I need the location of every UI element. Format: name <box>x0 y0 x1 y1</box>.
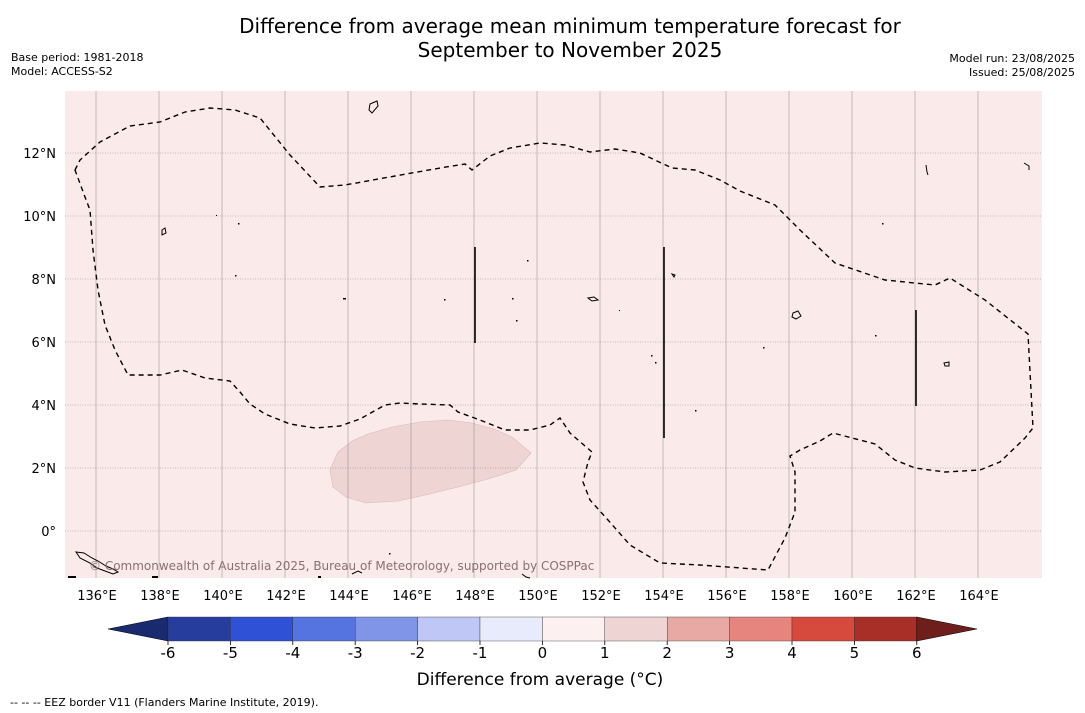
colorbar-bin <box>479 616 543 642</box>
model-name: Model: ACCESS-S2 <box>11 65 113 78</box>
longitude-label: 154°E <box>644 589 684 604</box>
run-info: Model run: 23/08/2025 Issued: 25/08/2025 <box>949 52 1075 80</box>
colorbar-bin <box>230 616 293 642</box>
colorbar-under-arrow <box>107 616 169 642</box>
island-dots <box>68 215 884 578</box>
longitude-label: 150°E <box>518 589 558 604</box>
longitude-label: 158°E <box>770 589 810 604</box>
longitude-label: 146°E <box>392 589 432 604</box>
latitude-label: 10°N <box>23 210 56 225</box>
latitude-label: 12°N <box>23 147 56 162</box>
longitude-label: 156°E <box>707 589 747 604</box>
colorbar-bin <box>417 616 481 642</box>
colorbar-tick-label: -2 <box>410 644 425 662</box>
title-line-2: September to November 2025 <box>417 38 723 62</box>
colorbar-bin <box>542 616 606 642</box>
longitude-labels: 136°E 138°E 140°E 142°E 144°E 146°E 148°E 150°E… <box>77 589 999 604</box>
colorbar <box>107 616 978 642</box>
islands <box>74 100 1030 579</box>
latitude-labels: 12°N 10°N 8°N 6°N 4°N 2°N 0° <box>23 147 56 540</box>
base-period: Base period: 1981-2018 <box>11 51 144 64</box>
colorbar-tick-label: -6 <box>161 644 176 662</box>
colorbar-tick-label: -1 <box>473 644 488 662</box>
colorbar-bin <box>355 616 418 642</box>
model-run-date: Model run: 23/08/2025 <box>949 52 1075 65</box>
colorbar-bin <box>167 616 231 642</box>
longitude-label: 140°E <box>203 589 243 604</box>
latitude-label: 8°N <box>32 273 57 288</box>
colorbar-tick-label: 5 <box>850 644 860 662</box>
longitude-label: 160°E <box>833 589 873 604</box>
colorbar-tick-label: 2 <box>662 644 672 662</box>
boundary-segments <box>474 247 917 438</box>
longitude-label: 152°E <box>581 589 621 604</box>
colorbar-tick-label: 3 <box>725 644 735 662</box>
map-panel <box>65 91 1042 578</box>
colorbar-bin <box>791 616 855 642</box>
latitude-label: 0° <box>41 525 56 540</box>
longitude-label: 142°E <box>266 589 306 604</box>
colorbar-tick-label: -3 <box>348 644 363 662</box>
graticule <box>65 91 1042 578</box>
latitude-label: 2°N <box>32 462 57 477</box>
colorbar-tick-label: -5 <box>223 644 238 662</box>
colorbar-bin <box>604 616 668 642</box>
eez-legend-note: -- -- -- EEZ border V11 (Flanders Marine… <box>10 696 319 709</box>
longitude-label: 136°E <box>77 589 117 604</box>
colorbar-bin <box>854 616 918 642</box>
colorbar-tick-labels: -6 -5 -4 -3 -2 -1 0 1 2 3 4 5 6 <box>161 641 922 662</box>
colorbar-bin <box>729 616 793 642</box>
colorbar-bin <box>292 616 356 642</box>
colorbar-tick-label: -4 <box>285 644 300 662</box>
longitude-label: 138°E <box>140 589 180 604</box>
longitude-label: 162°E <box>896 589 936 604</box>
colorbar-title: Difference from average (°C) <box>416 670 664 690</box>
issued-date: Issued: 25/08/2025 <box>968 66 1075 79</box>
colorbar-tick-label: 6 <box>912 644 922 662</box>
latitude-label: 4°N <box>32 399 57 414</box>
colorbar-over-arrow <box>916 616 978 642</box>
model-info: Base period: 1981-2018 Model: ACCESS-S2 <box>11 51 143 79</box>
colorbar-tick-label: 0 <box>538 644 548 662</box>
longitude-label: 164°E <box>959 589 999 604</box>
latitude-label: 6°N <box>32 336 57 351</box>
eez-border <box>74 107 1034 571</box>
colorbar-tick-label: 4 <box>787 644 797 662</box>
title-line-1: Difference from average mean minimum tem… <box>239 14 901 38</box>
longitude-label: 144°E <box>329 589 369 604</box>
colorbar-bin <box>667 616 730 642</box>
longitude-label: 148°E <box>455 589 495 604</box>
anomaly-patch <box>329 419 532 504</box>
credit-text: © Commonwealth of Australia 2025, Bureau… <box>89 559 594 573</box>
colorbar-tick-label: 1 <box>600 644 610 662</box>
map-title: Difference from average mean minimum tem… <box>170 14 970 62</box>
